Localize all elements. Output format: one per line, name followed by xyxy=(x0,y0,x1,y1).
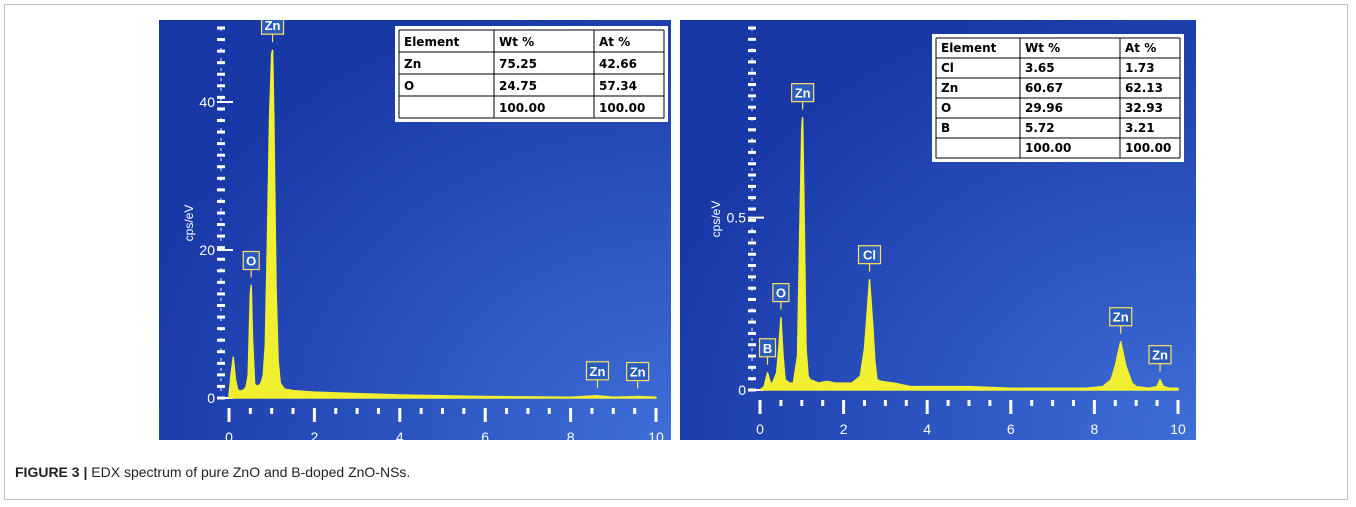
table-cell: 29.96 xyxy=(1025,101,1063,115)
peak-label-b: B xyxy=(758,338,777,365)
peak-label-text: Cl xyxy=(863,248,876,263)
spectrum-series xyxy=(759,116,1179,391)
x-tick-label: 6 xyxy=(1007,421,1015,437)
figure-caption: FIGURE 3 | EDX spectrum of pure ZnO and … xyxy=(15,464,410,480)
x-tick-label: 0 xyxy=(225,429,233,440)
peak-label-text: Zn xyxy=(265,20,281,33)
figure-caption-label: FIGURE 3 | xyxy=(15,464,88,480)
table-cell: 75.25 xyxy=(499,57,537,71)
y-axis-label: cps/eV xyxy=(182,205,196,242)
x-tick-label: 10 xyxy=(648,429,664,440)
y-tick-label: 0 xyxy=(738,382,746,398)
table-cell: 100.00 xyxy=(599,101,645,115)
peak-label-text: O xyxy=(776,286,786,301)
edx-panel-b-doped-zno: 0 0.5 cps/eV 0 2 4 6 8 10 B O Zn Cl Zn Zn Element Wt % At… xyxy=(680,20,1196,440)
table-cell: O xyxy=(941,101,951,115)
table-cell: 42.66 xyxy=(599,57,637,71)
peak-label-text: Zn xyxy=(1113,310,1129,325)
spectrum-series xyxy=(228,49,657,399)
peak-label-zn: Zn xyxy=(791,83,815,110)
peak-label-text: Zn xyxy=(590,364,606,379)
x-tick-label: 0 xyxy=(756,421,764,437)
peak-label-zn: Zn xyxy=(1109,307,1133,334)
x-tick-label: 6 xyxy=(481,429,489,440)
y-tick-label: 20 xyxy=(199,242,215,258)
table-cell: 100.00 xyxy=(499,101,545,115)
peak-label-o: O xyxy=(772,283,790,310)
peak-label-text: B xyxy=(763,341,772,356)
edx-panel-pure-zno: 0 20 40 cps/eV 0 2 4 6 8 10 O Zn Zn Zn Element Wt % At %… xyxy=(159,20,671,440)
figure-caption-text: EDX spectrum of pure ZnO and B-doped ZnO… xyxy=(87,464,411,480)
table-header-cell: Element xyxy=(404,35,460,49)
peak-label-zn: Zn xyxy=(1148,345,1172,372)
x-tick-label: 4 xyxy=(396,429,404,440)
table-cell: 1.73 xyxy=(1125,61,1155,75)
x-tick-label: 8 xyxy=(567,429,575,440)
x-tick-label: 2 xyxy=(840,421,848,437)
table-header-cell: At % xyxy=(599,35,630,49)
table-cell: 60.67 xyxy=(1025,81,1063,95)
table-cell: 3.65 xyxy=(1025,61,1055,75)
composition-table: Element Wt % At % Cl 3.65 1.73 Zn 60.67 62.13 O 29… xyxy=(932,34,1184,162)
table-cell: 32.93 xyxy=(1125,101,1163,115)
peak-label-zn: Zn xyxy=(260,20,285,43)
table-cell: B xyxy=(941,121,950,135)
edx-chart-pure-zno: 0 20 40 cps/eV 0 2 4 6 8 10 O Zn Zn Zn Element Wt % At %… xyxy=(159,20,671,440)
peak-label-zn: Zn xyxy=(585,361,610,388)
peak-label-zn: Zn xyxy=(626,361,650,389)
x-tick-label: 10 xyxy=(1170,421,1186,437)
peak-label-o: O xyxy=(242,250,260,278)
x-tick-label: 2 xyxy=(311,429,319,440)
table-cell: 24.75 xyxy=(499,79,537,93)
y-tick-label: 0.5 xyxy=(727,210,747,226)
table-cell: O xyxy=(404,79,414,93)
table-header-cell: Wt % xyxy=(499,35,534,49)
table-header-cell: Element xyxy=(941,41,997,55)
composition-table: Element Wt % At % Zn 75.25 42.66 O 24.75 57.34 10… xyxy=(395,26,668,122)
table-cell: 62.13 xyxy=(1125,81,1163,95)
peak-label-cl: Cl xyxy=(857,245,882,272)
figure-frame xyxy=(4,4,1348,500)
peak-label-text: Zn xyxy=(795,86,811,101)
y-axis-label: cps/eV xyxy=(709,201,723,238)
x-tick-label: 4 xyxy=(923,421,931,437)
table-cell: Zn xyxy=(404,57,421,71)
x-tick-label: 8 xyxy=(1091,421,1099,437)
y-tick-label: 0 xyxy=(207,390,215,406)
peak-label-text: Zn xyxy=(630,365,646,380)
y-tick-label: 40 xyxy=(199,94,215,110)
peak-label-text: Zn xyxy=(1152,348,1168,363)
table-header-cell: Wt % xyxy=(1025,41,1060,55)
table-cell: 57.34 xyxy=(599,79,637,93)
table-cell: 5.72 xyxy=(1025,121,1055,135)
table-cell: Zn xyxy=(941,81,958,95)
table-cell: Cl xyxy=(941,61,954,75)
peak-label-text: O xyxy=(246,254,256,269)
table-header-cell: At % xyxy=(1125,41,1156,55)
table-cell: 3.21 xyxy=(1125,121,1155,135)
table-cell: 100.00 xyxy=(1025,141,1071,155)
table-cell: 100.00 xyxy=(1125,141,1171,155)
